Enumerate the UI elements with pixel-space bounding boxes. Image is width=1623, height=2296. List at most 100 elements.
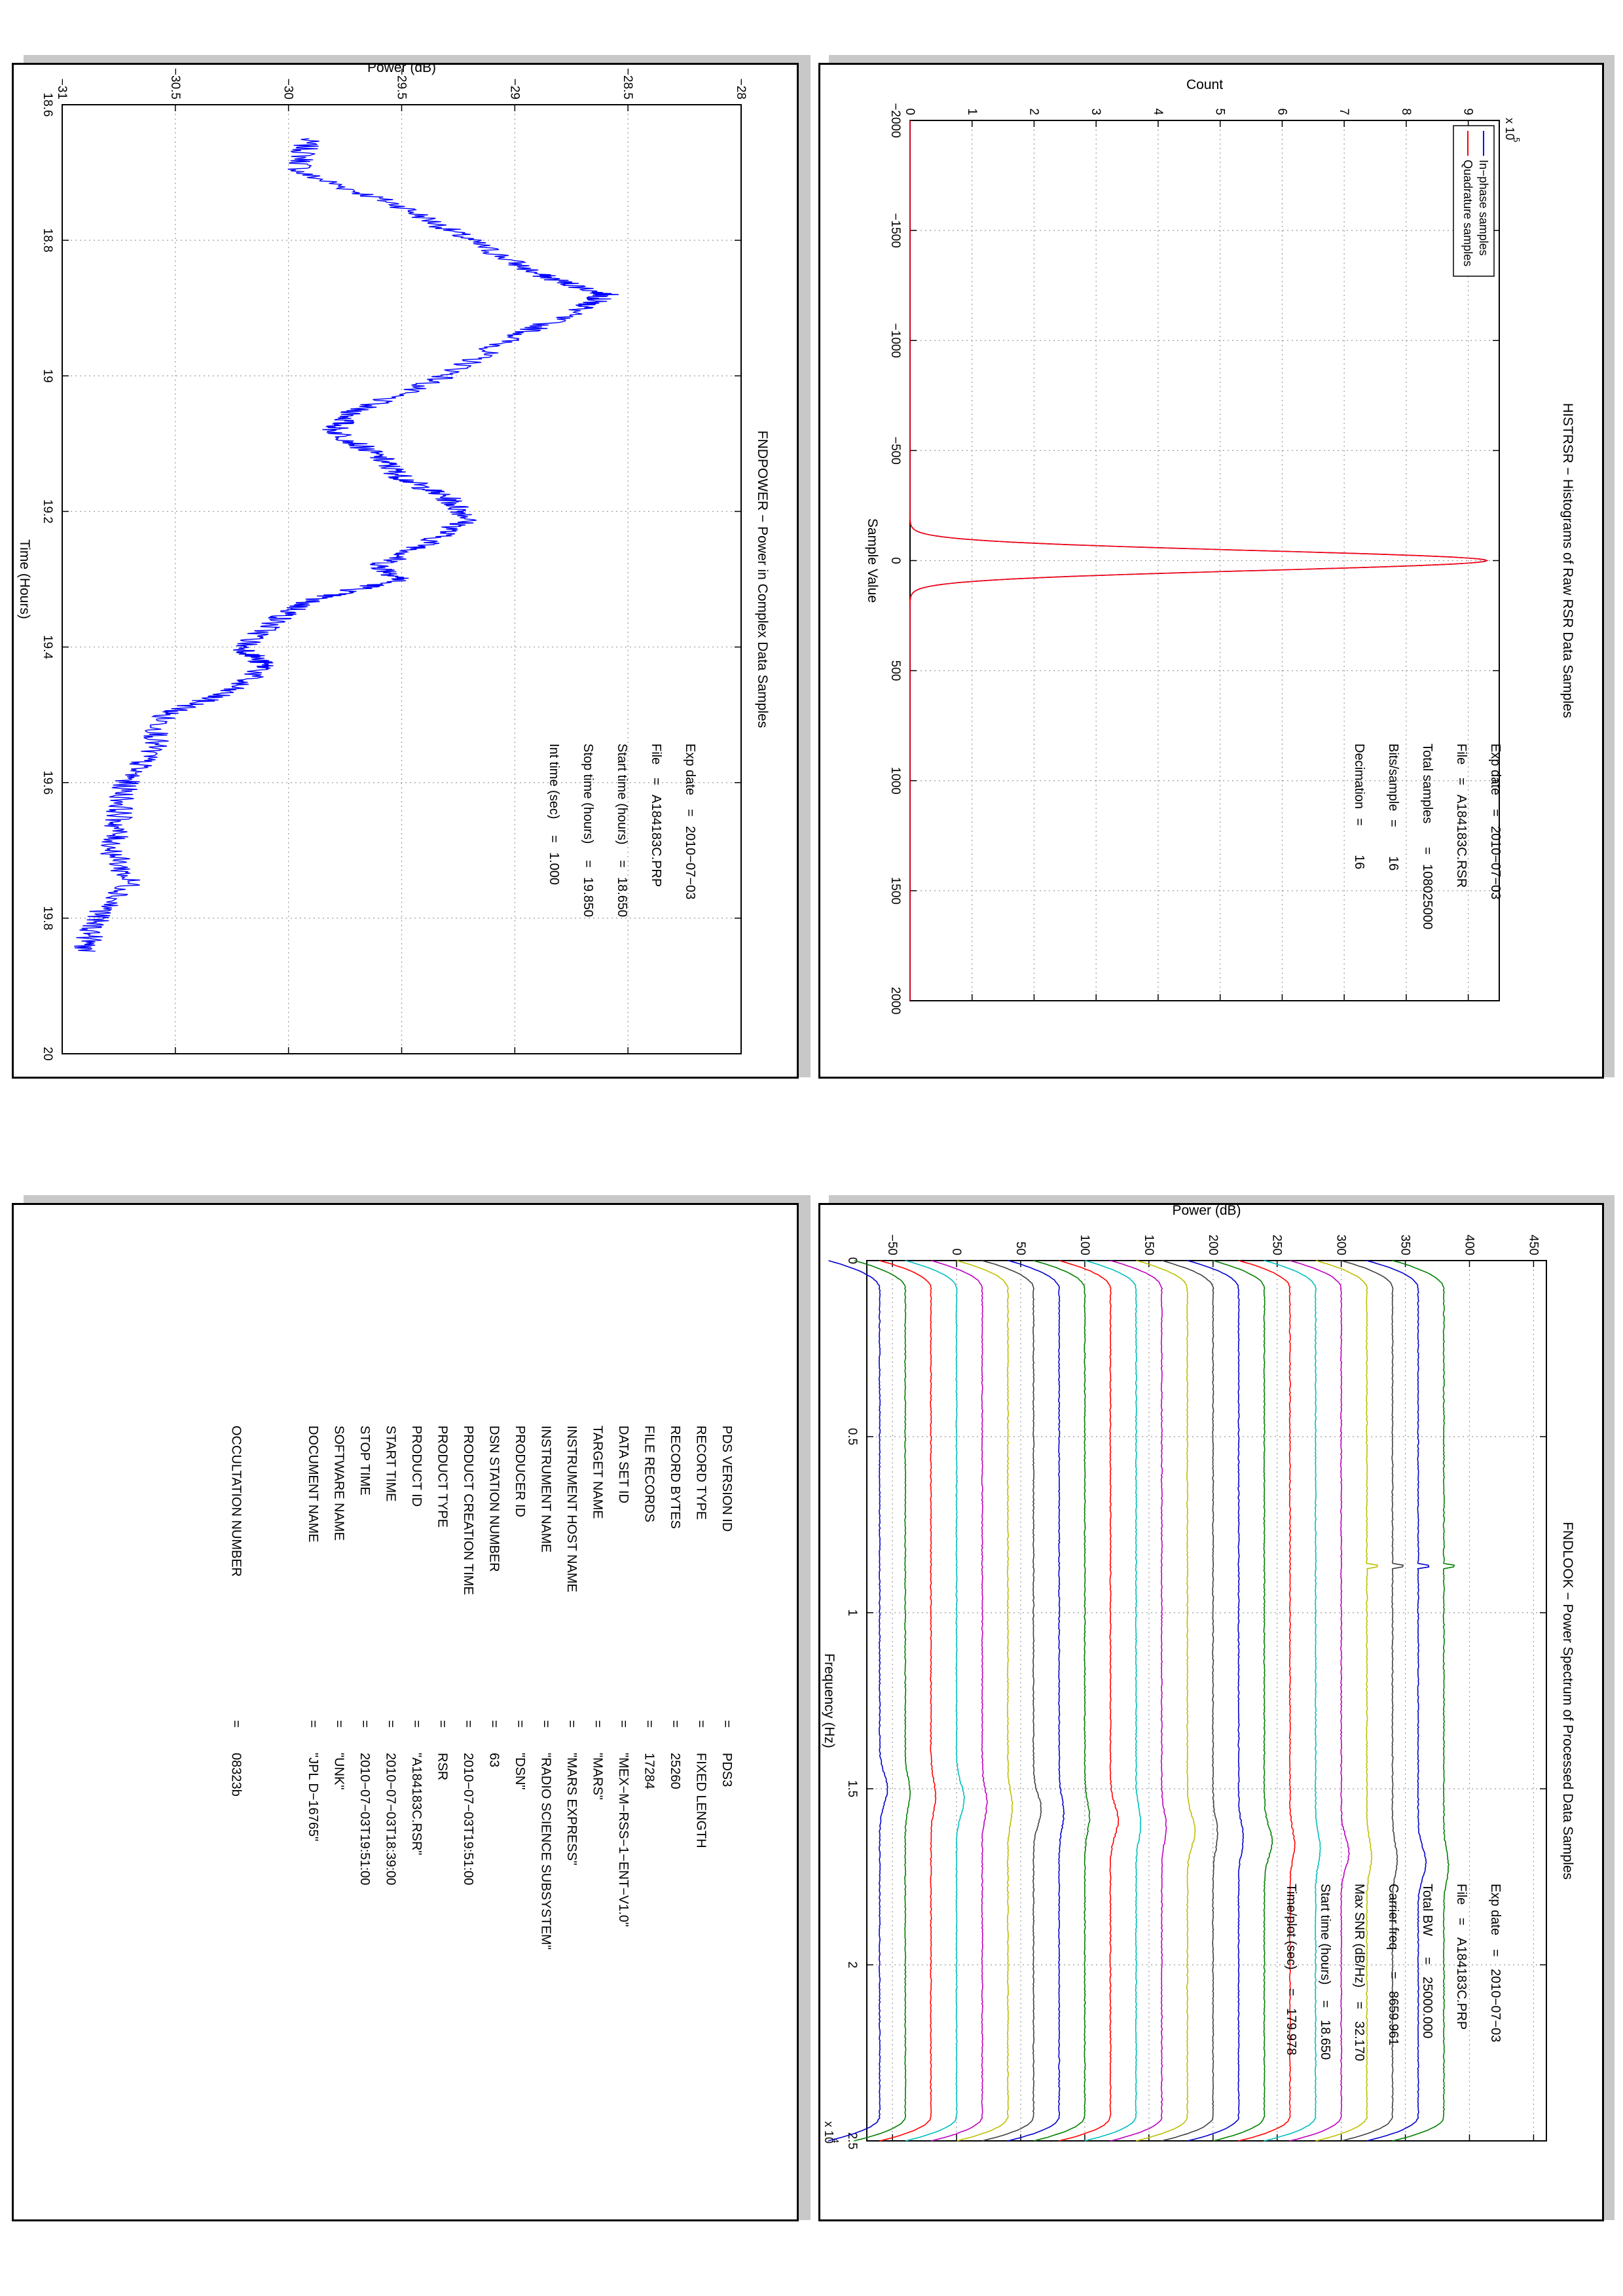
spec-series-line (1289, 1260, 1350, 2142)
hist-x-tick-label: 2000 (888, 987, 902, 1014)
spec-info-value: 25000.000 (1420, 1977, 1434, 2039)
spec-y-tick-label: 0 (949, 1248, 963, 1255)
label-sep: = (616, 1720, 630, 1728)
hist-info-value: 108025000 (1420, 864, 1434, 929)
spec-y-tick-label: 250 (1270, 1234, 1284, 1255)
label-sep: = (642, 1720, 657, 1728)
spec-series-line (1187, 1260, 1244, 2142)
power-y-tick-label: −30 (282, 79, 295, 99)
spec-x-exponent: 4 (831, 2138, 841, 2143)
spec-series-line (1315, 1260, 1379, 2142)
spec-info-label: File (1454, 1884, 1468, 1905)
label-sep: = (513, 1720, 527, 1728)
hist-legend-entry: Quadrature samples (1461, 160, 1474, 266)
histogram-chart: −2000 −1500 −1000 −500 0 500 1000 1500 2000 0 1 2 3 4… (865, 77, 1575, 1014)
hist-info-label: Bits/sample (1386, 744, 1400, 811)
hist-info-sep: = (1488, 809, 1503, 817)
hist-x-tick-label: −2000 (888, 103, 902, 137)
label-value: 63 (487, 1753, 501, 1767)
hist-info-label: Total samples (1420, 744, 1434, 823)
spec-series-line (1238, 1260, 1296, 2142)
spec-title: FNDLOOK − Power Spectrum of Processed Da… (1560, 1522, 1575, 1880)
label-sep: = (564, 1720, 579, 1728)
spec-series-line (1008, 1260, 1065, 2142)
spec-series-line (905, 1260, 966, 2142)
hist-x-tick-label: −1500 (888, 213, 902, 247)
hist-y-tick-label: 9 (1461, 108, 1475, 115)
power-info-sep: = (547, 835, 561, 843)
power-x-tick-label: 18.8 (41, 228, 54, 253)
power-info-value: 1.000 (547, 852, 561, 885)
power-y-tick-label: −29.5 (395, 68, 409, 99)
hist-title: HISTRSR − Histograms of Raw RSR Data Sam… (1560, 403, 1575, 718)
label-key: DATA SET ID (616, 1426, 630, 1503)
hist-y-tick-label: 6 (1275, 108, 1288, 115)
spec-ylabel: Power (dB) (1172, 1203, 1241, 1218)
label-sep: = (591, 1720, 605, 1728)
spec-info-sep: = (1420, 1957, 1434, 1965)
hist-x-tick-label: 0 (888, 557, 902, 564)
hist-info-sep: = (1454, 778, 1468, 785)
spec-x-tick-label: 0 (845, 1257, 859, 1265)
hist-info-value: A184183C.RSR (1454, 795, 1468, 888)
spec-series-line (1340, 1260, 1404, 2142)
spec-x-exponent-label: x 10 (822, 2121, 835, 2144)
power-info-sep: = (683, 809, 697, 817)
spec-series-line (957, 1260, 1013, 2142)
label-sep: = (461, 1720, 475, 1728)
spec-series-line (981, 1260, 1042, 2142)
label-value: "RADIO SCIENCE SUBSYSTEM" (539, 1753, 553, 1950)
label-key: INSTRUMENT HOST NAME (564, 1426, 579, 1592)
power-info-value: 2010−07−03 (683, 826, 697, 899)
power-x-tick-label: 20 (41, 1047, 54, 1060)
hist-info-sep: = (1386, 819, 1400, 827)
label-key-occultation: OCCULTATION NUMBER (229, 1426, 244, 1577)
spec-info-label: Carrier freq (1386, 1884, 1400, 1950)
hist-xlabel: Sample Value (865, 518, 880, 603)
label-value: "DSN" (513, 1753, 527, 1789)
spec-info-sep: = (1454, 1918, 1468, 1926)
power-x-tick-label: 19 (41, 369, 54, 383)
spec-info-label: Time/plot (sec) (1284, 1884, 1298, 1970)
hist-info-label: Exp date (1488, 744, 1503, 795)
label-value: "UNK" (332, 1753, 346, 1789)
spec-info-label: Start time (hours) (1318, 1884, 1332, 1984)
power-info-value: 19.850 (581, 877, 595, 917)
spec-xlabel: Frequency (Hz) (822, 1653, 837, 1748)
spec-y-tick-label: 300 (1334, 1234, 1348, 1255)
label-sep: = (435, 1720, 450, 1728)
spec-y-tick-label: 150 (1142, 1234, 1156, 1255)
hist-y-tick-label: 0 (903, 108, 917, 115)
label-value: 2010−07−03T19:51:00 (461, 1753, 475, 1885)
label-key: DSN STATION NUMBER (487, 1426, 501, 1572)
label-sep: = (539, 1720, 553, 1728)
spec-y-tick-label: 450 (1526, 1234, 1540, 1255)
hist-y-tick-label: 8 (1399, 108, 1413, 115)
label-key: INSTRUMENT NAME (539, 1426, 553, 1552)
power-y-tick-label: −29 (507, 79, 521, 99)
label-value: 17284 (642, 1753, 657, 1789)
power-y-tick-label: −30.5 (168, 68, 182, 99)
hist-y-exponent-label: x 10 (1503, 118, 1516, 140)
spec-info-sep: = (1318, 2000, 1332, 2008)
hist-axes-box (909, 120, 1500, 1001)
label-value: "MARS EXPRESS" (564, 1753, 579, 1865)
label-key: SOFTWARE NAME (332, 1426, 346, 1541)
power-x-tick-label: 19.2 (41, 499, 54, 524)
power-info-sep: = (581, 860, 595, 868)
hist-y-tick-label: 5 (1213, 108, 1227, 115)
spec-plot-area (867, 1261, 1546, 2141)
spec-info-sep: = (1386, 1971, 1400, 1979)
label-value: 2010−07−03T19:51:00 (357, 1753, 372, 1885)
hist-y-tick-label: 1 (965, 108, 979, 115)
power-info-sep: = (615, 860, 629, 868)
hist-legend (1453, 125, 1495, 277)
hist-info-value: 16 (1352, 855, 1366, 869)
hist-y-tick-label: 2 (1027, 108, 1040, 115)
spec-series-line (1161, 1260, 1218, 2142)
spec-x-tick-label: 1 (845, 1609, 859, 1617)
power-y-tick-label: −28 (734, 79, 748, 99)
spec-series-line (1213, 1260, 1273, 2142)
spec-series-line (1392, 1260, 1455, 2142)
hist-x-tick-label: 1500 (888, 877, 902, 905)
